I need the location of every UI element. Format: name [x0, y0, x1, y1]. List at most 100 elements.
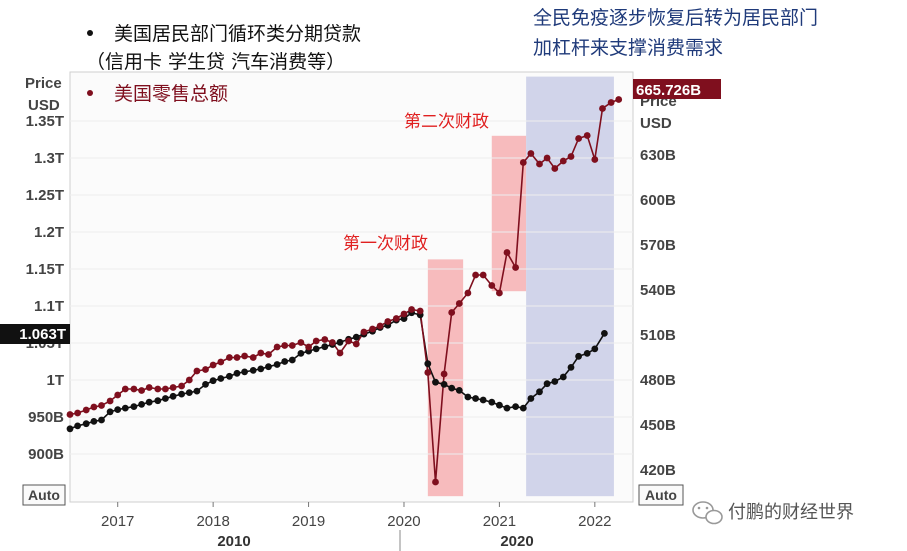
credit-series-point	[146, 399, 153, 406]
legend-retail: 美国零售总额	[114, 83, 228, 105]
retail-series-point	[393, 315, 400, 322]
retail-series-point	[67, 411, 74, 418]
left-axis-tick: 1.35T	[26, 113, 64, 130]
right-axis-tick: 600B	[640, 192, 676, 209]
retail-series-point	[265, 351, 272, 358]
retail-series-point	[488, 282, 495, 289]
credit-series-point	[488, 399, 495, 406]
credit-series-point	[122, 405, 129, 412]
credit-series-point	[67, 425, 74, 432]
retail-series-point	[234, 354, 241, 361]
credit-series-point	[138, 401, 145, 408]
credit-series-point	[83, 420, 90, 427]
retail-series-point	[496, 290, 503, 297]
retail-series-point	[83, 407, 90, 414]
retail-series-point	[384, 318, 391, 325]
retail-series-point	[568, 153, 575, 160]
x-axis-tick: 2020	[387, 513, 420, 530]
retail-series-point	[551, 165, 558, 172]
credit-series-point	[448, 385, 455, 392]
retail-series-point	[560, 158, 567, 165]
credit-series-point	[568, 364, 575, 371]
credit-series-point	[217, 375, 224, 382]
credit-series-point	[353, 334, 360, 341]
retail-series-point	[504, 249, 511, 256]
retail-series-point	[599, 105, 606, 112]
x-axis-tick: 2019	[292, 513, 325, 530]
retail-series-point	[377, 323, 384, 330]
credit-series-point	[584, 350, 591, 357]
right-axis-tick: 450B	[640, 417, 676, 434]
credit-series-point	[202, 381, 209, 388]
retail-series-point	[512, 264, 519, 271]
retail-series-point	[424, 369, 431, 376]
credit-series-point	[472, 395, 479, 402]
retail-series-point	[329, 339, 336, 346]
credit-series-point	[298, 350, 305, 357]
retail-series-point	[584, 132, 591, 139]
credit-series-point	[441, 381, 448, 388]
credit-series-point	[536, 388, 543, 395]
credit-series-point	[337, 339, 344, 346]
right-axis-tick: 540B	[640, 282, 676, 299]
retail-series-point	[162, 386, 169, 393]
right-axis-tick: 630B	[640, 147, 676, 164]
retail-series-point	[337, 350, 344, 357]
retail-series-point	[608, 99, 615, 106]
credit-series-point	[234, 370, 241, 377]
retail-series-point	[289, 342, 296, 349]
retail-series-point	[536, 161, 543, 168]
credit-series-point	[98, 417, 105, 424]
auto-scale-right-label: Auto	[645, 487, 677, 503]
retail-series-point	[615, 96, 622, 103]
credit-series-point	[480, 397, 487, 404]
credit-series-point	[281, 358, 288, 365]
stimulus1-label: 第一次财政	[343, 234, 428, 254]
watermark-text: 付鹏的财经世界	[728, 502, 854, 523]
retail-series-point	[401, 311, 408, 318]
x-axis-tick: 2021	[483, 513, 516, 530]
retail-series-point	[154, 386, 161, 393]
retail-series-point	[369, 326, 376, 333]
credit-series-point	[512, 403, 519, 410]
x-axis-tick: 2017	[101, 513, 134, 530]
retail-series-point	[298, 339, 305, 346]
retail-series-point	[575, 135, 582, 142]
credit-series-point	[178, 391, 185, 398]
retail-series-point	[441, 371, 448, 378]
left-axis-tick: 1.3T	[34, 150, 64, 167]
retail-series-point	[465, 290, 472, 297]
note-line2: 加杠杆来支撑消费需求	[533, 37, 723, 59]
retail-series-point	[114, 392, 121, 399]
retail-series-point	[591, 156, 598, 163]
credit-series-point	[241, 369, 248, 376]
retail-series-point	[131, 386, 138, 393]
credit-series-point	[114, 406, 121, 413]
credit-series-point	[313, 346, 320, 353]
left-axis-tick: 1.2T	[34, 224, 64, 241]
credit-series-point	[289, 357, 296, 364]
auto-scale-left-label: Auto	[28, 487, 60, 503]
right-last-value: 665.726B	[636, 82, 701, 99]
retail-series-point	[178, 383, 185, 390]
retail-series-point	[345, 338, 352, 345]
retail-series-point	[91, 404, 98, 411]
right-axis-tick: 510B	[640, 327, 676, 344]
left-axis-tick: 1.25T	[26, 187, 64, 204]
credit-series-point	[465, 394, 472, 401]
credit-series-point	[194, 388, 201, 395]
retail-series-point	[194, 368, 201, 375]
right-axis-unit-line2: USD	[640, 115, 672, 132]
legend-marker-retail	[87, 90, 93, 96]
stimulus2-label: 第二次财政	[404, 112, 489, 132]
note-line1: 全民免疫逐步恢复后转为居民部门	[533, 7, 818, 29]
credit-series-point	[107, 408, 114, 415]
retail-series-point	[250, 354, 257, 361]
retail-series-point	[74, 410, 81, 417]
x-axis-tick: 2022	[578, 513, 611, 530]
credit-series-point	[520, 405, 527, 412]
left-axis-unit-line2: USD	[28, 97, 60, 114]
decade-label-2010: 2010	[217, 533, 250, 550]
credit-series-point	[504, 405, 511, 412]
retail-series-point	[361, 329, 368, 336]
